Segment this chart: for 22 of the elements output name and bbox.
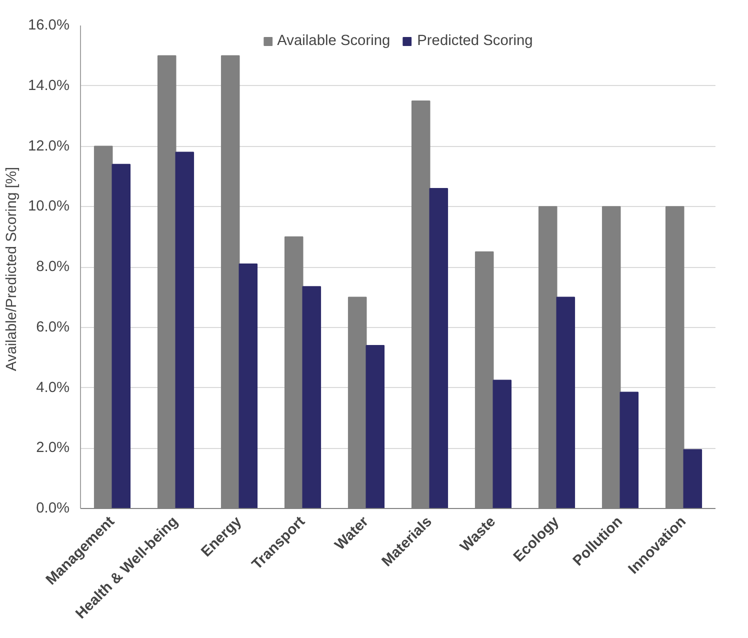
y-tick-label: 14.0% xyxy=(28,78,70,94)
y-tick-label: 12.0% xyxy=(28,138,70,154)
bar xyxy=(556,296,576,508)
y-tick-label: 6.0% xyxy=(36,319,70,336)
bar xyxy=(175,152,194,508)
y-tick-label: 0.0% xyxy=(36,500,70,516)
legend-label: Predicted Scoring xyxy=(417,33,533,49)
y-tick-label: 2.0% xyxy=(36,440,70,456)
legend-label: Available Scoring xyxy=(277,33,390,49)
bar xyxy=(683,449,702,508)
bar xyxy=(620,392,639,508)
bar xyxy=(366,344,385,508)
bar xyxy=(238,263,258,508)
y-axis-title: Available/Predicted Scoring [%] xyxy=(4,166,20,372)
y-tick-label: 16.0% xyxy=(28,18,70,34)
bar xyxy=(492,380,512,508)
y-tick-label: 10.0% xyxy=(28,198,70,215)
bar xyxy=(429,188,448,508)
bar xyxy=(302,286,322,508)
y-tick-label: 8.0% xyxy=(36,259,70,275)
bar xyxy=(112,164,131,508)
y-tick-label: 4.0% xyxy=(36,380,70,396)
